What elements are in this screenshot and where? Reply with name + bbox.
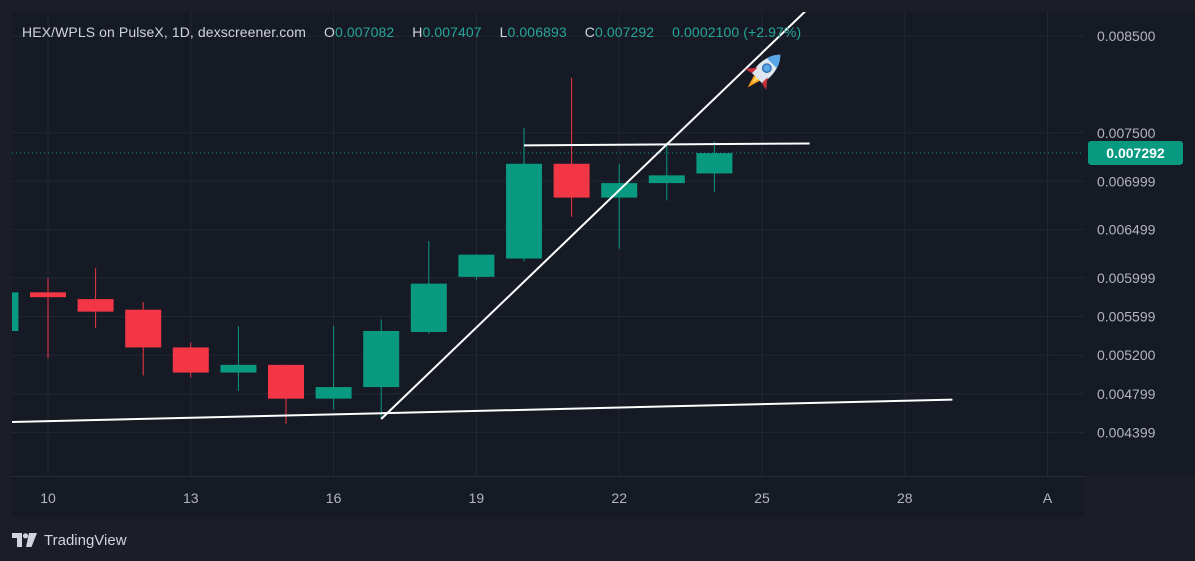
candle-body [506,163,542,259]
rocket-icon [744,54,781,91]
high-value: 0.007407 [422,24,482,40]
candle-body [696,153,733,174]
candle-up[interactable] [601,163,638,249]
last-price-label: 0.007292 [1106,145,1165,161]
change-value: 0.0002100 (+2.97%) [672,24,802,40]
date-tick-label: 28 [897,490,913,506]
candle-up[interactable] [410,241,447,334]
date-tick-label: 22 [611,490,627,506]
candle-body [458,254,495,277]
candle-body [125,309,162,348]
candle-up[interactable] [648,142,685,201]
candle-body [315,387,352,399]
close-label: C [584,24,595,40]
candle-down[interactable] [553,77,590,217]
price-tick-label: 0.007500 [1097,125,1156,141]
brand-name: TradingView [44,531,127,549]
price-tick-label: 0.004399 [1097,425,1156,441]
date-tick-label: 13 [183,490,199,506]
tradingview-brand[interactable]: TradingView [12,529,127,551]
candle-up[interactable] [220,326,257,391]
price-tick-label: 0.006499 [1097,222,1156,238]
price-tick-label: 0.005599 [1097,309,1156,325]
time-axis[interactable] [12,476,1084,517]
candle-down[interactable] [125,302,162,376]
candle-down[interactable] [268,364,304,424]
date-tick-label: 10 [40,490,56,506]
candle-body [648,175,685,184]
price-axis[interactable] [1084,12,1195,476]
candle-up[interactable] [0,292,19,331]
high-label: H [412,24,423,40]
candle-body [30,292,66,298]
ohlc-legend: HEX/WPLS on PulseX, 1D, dexscreener.com … [22,24,801,40]
date-tick-label: A [1043,490,1053,506]
tradingview-logo-icon [12,533,37,547]
price-tick-label: 0.008500 [1097,28,1156,44]
last-price-badge [1088,140,1183,165]
candle-body [553,163,590,198]
price-tick-label: 0.005999 [1097,270,1156,286]
candle-up[interactable] [363,319,400,419]
date-tick-label: 25 [754,490,770,506]
candle-body [220,364,257,373]
candle-down[interactable] [77,268,114,329]
candle-up[interactable] [696,141,733,192]
candle-down[interactable] [172,342,209,378]
candle-body [363,331,400,388]
candle-body [12,292,19,331]
candle-up[interactable] [458,254,495,280]
date-tick-label: 19 [469,490,485,506]
date-tick-label: 16 [326,490,342,506]
candle-up[interactable] [506,128,542,262]
low-value: 0.006893 [507,24,567,40]
low-label: L [499,24,508,40]
close-value: 0.007292 [594,24,655,40]
candle-body [410,283,447,332]
candle-body [172,347,209,373]
trendline-resistance[interactable] [523,142,810,147]
candle-body [77,299,114,312]
candle-down[interactable] [30,277,66,359]
symbol-title[interactable]: HEX/WPLS on PulseX, 1D, dexscreener.com [22,24,307,40]
candle-body [268,364,304,399]
price-tick-label: 0.004799 [1097,386,1156,402]
price-tick-label: 0.006999 [1097,173,1156,189]
open-value: 0.007082 [335,24,395,40]
trendline-rising[interactable] [380,7,809,420]
candle-up[interactable] [315,326,352,410]
price-tick-label: 0.005200 [1097,347,1156,363]
open-label: O [324,24,336,40]
trendline-support[interactable] [0,398,953,423]
